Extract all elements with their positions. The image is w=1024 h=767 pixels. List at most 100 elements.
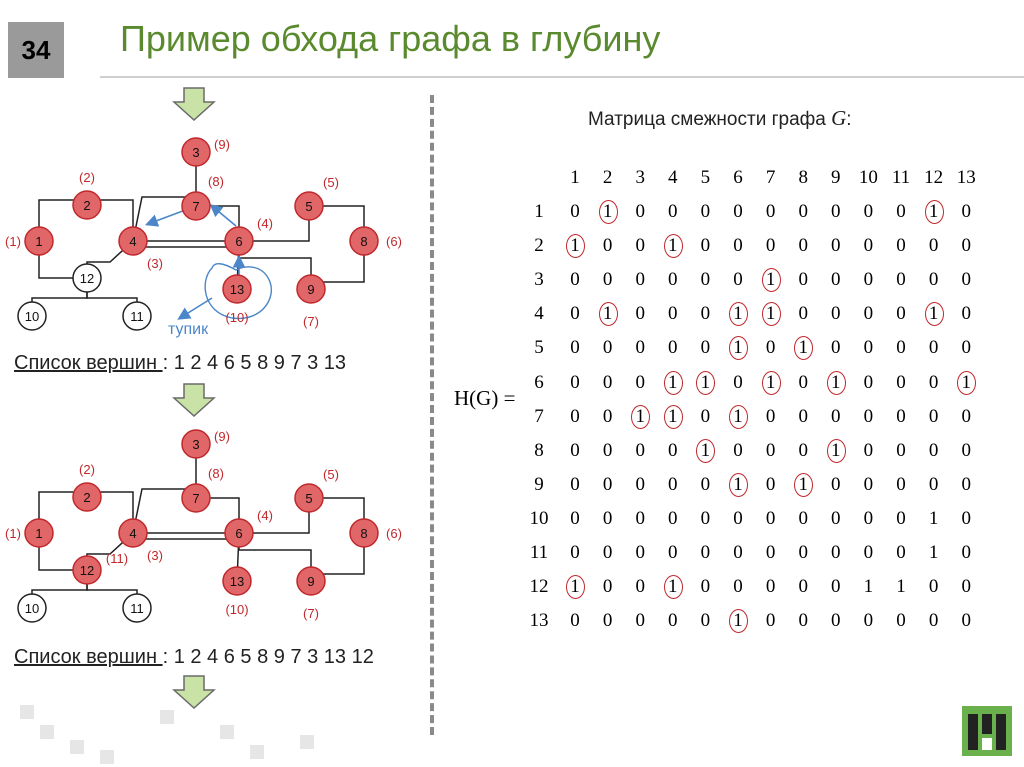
- visit-order-label: (6): [386, 526, 402, 541]
- matrix-cell: 1: [660, 234, 686, 259]
- matrix-cell: 0: [863, 439, 874, 461]
- graph-2: 3 (9) 2 (2) 7 (8) 5 (5) 1 (1) 4 (3) 6 (4) 8 (6) 12 (11) 13…: [5, 429, 402, 623]
- node-circle: [122, 593, 152, 623]
- visit-order-label: (7): [303, 606, 319, 621]
- node-label: 10: [25, 309, 39, 324]
- matrix-cell: 0: [635, 473, 645, 495]
- matrix-cell: 0: [635, 371, 645, 393]
- node-13: 13 (10): [222, 274, 252, 325]
- matrix-cell: 0: [831, 405, 841, 427]
- visit-order-label: (2): [79, 170, 95, 185]
- matrix-cell: 0: [602, 269, 613, 291]
- matrix-cell: 0: [635, 507, 645, 529]
- matrix-cell: 0: [700, 610, 711, 632]
- matrix-cell: 0: [863, 473, 874, 495]
- matrix-cell: 0: [765, 610, 776, 632]
- matrix-cell: 0: [700, 269, 711, 291]
- matrix-row-header: 13: [529, 610, 549, 632]
- visit-order-label: (1): [5, 526, 21, 541]
- page-title: Пример обхода графа в глубину: [120, 18, 661, 59]
- decor-square: [100, 750, 114, 764]
- node-12: 12 (11): [72, 551, 128, 585]
- matrix-cell: 0: [602, 542, 613, 563]
- visit-order-label: (3): [147, 548, 163, 563]
- matrix-cell: 0: [831, 337, 841, 359]
- matrix-cell: 0: [733, 542, 743, 563]
- matrix-cell: 0: [602, 576, 613, 598]
- matrix-cell: 0: [798, 405, 808, 427]
- matrix-cell: 0: [765, 235, 776, 257]
- matrix-title-text: Матрица смежности графа: [588, 109, 832, 130]
- matrix-cell: 0: [896, 610, 906, 632]
- slide-number: 34: [8, 22, 64, 78]
- matrix-cell: 0: [863, 235, 874, 257]
- matrix-cell: 0: [798, 303, 808, 325]
- matrix-col-header: 6: [733, 167, 743, 188]
- matrix-cell: 1: [725, 609, 751, 634]
- matrix-cell: 0: [700, 337, 711, 359]
- node-label: 13: [230, 574, 244, 589]
- matrix-cell: 1: [823, 438, 849, 463]
- node-circle: [72, 555, 102, 585]
- matrix-col-header: 10: [858, 167, 878, 188]
- node-3: 3 (9): [181, 137, 230, 167]
- matrix-cell: 0: [831, 473, 841, 495]
- matrix-title-colon: :: [846, 109, 852, 130]
- node-circle: [72, 263, 102, 293]
- matrix-cell: 0: [961, 405, 971, 427]
- matrix-cell: 0: [798, 542, 808, 563]
- matrix-cell: 1: [660, 575, 686, 600]
- matrix-col-header: 7: [765, 167, 776, 188]
- node-2: 2 (2): [72, 462, 102, 512]
- matrix-col-header: 13: [956, 167, 976, 188]
- node-5: 5 (5): [294, 467, 339, 513]
- node-circle: [72, 482, 102, 512]
- matrix-row-header: 4: [534, 303, 544, 325]
- node-label: 8: [360, 526, 367, 541]
- matrix-cell: 0: [831, 610, 841, 632]
- matrix-cell: 0: [668, 542, 678, 563]
- node-label: 4: [129, 234, 136, 249]
- node-8: 8 (6): [349, 226, 402, 256]
- matrix-col-header: 2: [602, 167, 613, 188]
- matrix-cell: 0: [896, 371, 906, 393]
- node-12: 12: [72, 263, 102, 293]
- matrix-cell: 1: [627, 404, 653, 429]
- node-label: 9: [307, 282, 314, 297]
- graph-1: тупик 3 (9) 2 (2) 7 (8) 5 (5) 1 (1) 4 (3) 6 (4) 8 (6) 12 1…: [5, 137, 402, 338]
- matrix-cell: 0: [570, 201, 580, 222]
- matrix-cell: 0: [896, 405, 906, 427]
- matrix-cell: 0: [668, 201, 678, 222]
- decor-square: [40, 725, 54, 739]
- node-circle: [118, 226, 148, 256]
- matrix-col-header: 9: [831, 167, 841, 188]
- matrix-cell: 0: [668, 337, 678, 359]
- matrix-cell: 0: [602, 473, 613, 495]
- matrix-cell: 0: [733, 201, 743, 222]
- node-label: 1: [35, 526, 42, 541]
- matrix-cell: 0: [928, 235, 939, 257]
- node-circle: [294, 483, 324, 513]
- matrix-cell: 1: [595, 302, 621, 327]
- matrix-cell: 0: [896, 337, 906, 359]
- matrix-cell: 0: [798, 439, 808, 461]
- matrix-col-header: 12: [924, 167, 944, 188]
- matrix-cell: 0: [798, 610, 808, 632]
- matrix-cell: 0: [896, 542, 906, 563]
- node-8: 8 (6): [349, 518, 402, 548]
- matrix-cell: 0: [896, 473, 906, 495]
- edge-4-7: [132, 488, 196, 534]
- arrow-6-7: [209, 203, 237, 227]
- decor-square: [70, 740, 84, 754]
- decor-square: [220, 725, 234, 739]
- node-circle: [222, 566, 252, 596]
- matrix-cell: 0: [928, 576, 939, 598]
- visit-order-label: (10): [225, 602, 248, 617]
- dead-end-cloud: [204, 263, 272, 320]
- node-circle: [17, 593, 47, 623]
- matrix-cell: 1: [758, 268, 784, 293]
- matrix-cell: 0: [733, 235, 743, 257]
- dead-end-label: тупик: [168, 321, 209, 338]
- matrix-cell: 0: [765, 542, 776, 563]
- matrix-cell: 1: [863, 576, 874, 598]
